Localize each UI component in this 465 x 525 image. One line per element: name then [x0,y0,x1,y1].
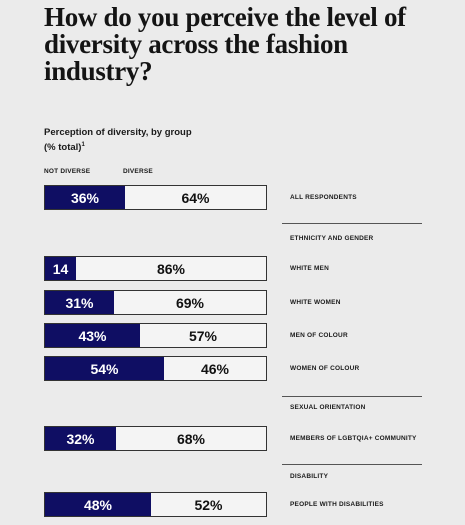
category-label: MEMBERS OF LGBTQIA+ COMMUNITY [290,435,417,442]
value-label-not-diverse: 43% [78,327,107,344]
value-label-diverse: 64% [181,189,210,206]
category-label: WHITE MEN [290,265,329,272]
section-divider [282,223,422,224]
value-label-diverse: 46% [200,360,230,377]
bar-row: 48% 52% [44,492,267,517]
section-header-ethnicity-gender: ETHNICITY AND GENDER [290,235,374,242]
legend-diverse: DIVERSE [123,168,153,175]
section-header-sexual-orientation: SEXUAL ORIENTATION [290,404,366,411]
section-divider [282,464,422,465]
value-label-not-diverse: 14 [52,260,69,277]
category-label: WHITE WOMEN [290,299,341,306]
footnote-marker: 1 [81,142,85,148]
value-label-diverse: 68% [176,430,206,447]
bar-not-diverse [45,186,125,209]
value-label-diverse: 52% [194,496,223,513]
category-label: ALL RESPONDENTS [290,194,357,201]
value-label-diverse: 86% [156,260,186,277]
chart-subtitle: Perception of diversity, by group (% tot… [44,127,192,154]
bar-not-diverse [45,357,164,380]
legend-not-diverse: NOT DIVERSE [44,168,91,175]
bar-not-diverse [45,257,76,280]
bar-not-diverse [45,427,116,450]
category-label: WOMEN OF COLOUR [290,365,360,372]
bar-row: 43% 57% [44,323,267,348]
section-divider [282,396,422,397]
value-label-not-diverse: 31% [65,294,94,311]
value-label-diverse: 69% [175,294,205,311]
subtitle-units: (% total) [44,142,82,154]
bar-row: 36% 64% [44,185,267,210]
value-label-not-diverse: 48% [83,496,113,513]
bar-row: 31% 69% [44,290,267,315]
subtitle-line-1: Perception of diversity, by group [44,127,192,138]
bar-not-diverse [45,324,140,347]
bar-not-diverse [45,291,114,314]
section-header-disability: DISABILITY [290,473,329,480]
bar-row: 14 86% [44,256,267,281]
subtitle-line-2: (% total)1 [44,139,192,154]
value-label-diverse: 57% [188,327,218,344]
value-label-not-diverse: 54% [90,360,119,377]
bar-row: 54% 46% [44,356,267,381]
bar-row: 32% 68% [44,426,267,451]
chart-title: How do you perceive the level of diversi… [44,2,406,86]
value-label-not-diverse: 32% [66,430,95,447]
category-label: MEN OF COLOUR [290,332,348,339]
category-label: PEOPLE WITH DISABILITIES [290,501,384,508]
bar-not-diverse [45,493,151,516]
value-label-not-diverse: 36% [70,189,100,206]
